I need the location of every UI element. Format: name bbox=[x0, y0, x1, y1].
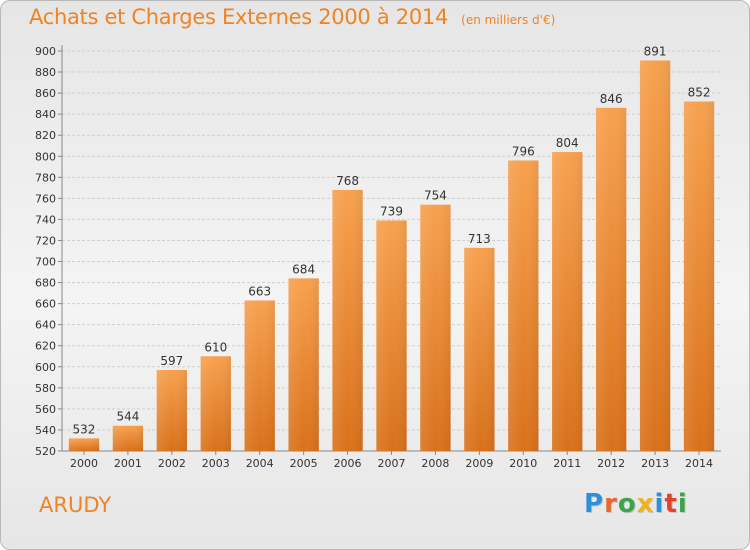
chart-title: Achats et Charges Externes 2000 à 2014 bbox=[29, 5, 449, 29]
y-tick-label: 700 bbox=[35, 256, 56, 269]
chart-subtitle: (en milliers d'€) bbox=[461, 13, 556, 27]
bar-shine bbox=[683, 101, 715, 452]
data-label: 768 bbox=[336, 174, 359, 188]
bar-shine bbox=[639, 60, 671, 451]
title-row: Achats et Charges Externes 2000 à 2014 (… bbox=[29, 5, 555, 29]
bar-shine bbox=[288, 278, 319, 451]
y-tick-label: 540 bbox=[35, 424, 56, 437]
y-tick-label: 600 bbox=[35, 361, 56, 374]
logo-letter: i bbox=[677, 489, 688, 519]
y-tick-label: 900 bbox=[35, 45, 56, 58]
proxiti-logo: Proxiti bbox=[584, 489, 688, 519]
bar-shine bbox=[420, 204, 451, 451]
y-tick-label: 720 bbox=[35, 234, 56, 247]
logo-letter: i bbox=[654, 489, 665, 519]
data-labels: 532 544 597 610 663 684 768 739 754 713 796 804 846 8… bbox=[73, 44, 711, 436]
x-tick-label: 2010 bbox=[509, 457, 537, 470]
y-tick-label: 660 bbox=[35, 298, 56, 311]
bar-shine bbox=[156, 369, 187, 451]
data-label: 713 bbox=[468, 232, 491, 246]
y-tick-label: 520 bbox=[35, 445, 56, 458]
data-label: 754 bbox=[424, 189, 447, 203]
logo-letter: P bbox=[584, 489, 605, 519]
logo-letter: x bbox=[636, 489, 655, 519]
x-tick-label: 2001 bbox=[114, 457, 142, 470]
bar-shine bbox=[200, 356, 231, 451]
x-tick-label: 2012 bbox=[597, 457, 625, 470]
bar-shine bbox=[376, 220, 407, 451]
data-label: 852 bbox=[688, 86, 711, 100]
y-tick-label: 840 bbox=[35, 108, 56, 121]
y-tick-label: 680 bbox=[35, 277, 56, 290]
y-tick-label: 740 bbox=[35, 213, 56, 226]
y-tick-label: 780 bbox=[35, 171, 56, 184]
x-tick-label: 2009 bbox=[465, 457, 493, 470]
logo-letter: r bbox=[604, 489, 618, 519]
x-tick-label: 2003 bbox=[202, 457, 230, 470]
bar-shine bbox=[596, 107, 627, 451]
y-tick-label: 860 bbox=[35, 87, 56, 100]
y-tick-label: 620 bbox=[35, 340, 56, 353]
x-tick-label: 2014 bbox=[685, 457, 713, 470]
logo-letter: t bbox=[664, 489, 678, 519]
data-label: 544 bbox=[116, 410, 139, 424]
y-tick-label: 880 bbox=[35, 66, 56, 79]
x-tick-label: 2007 bbox=[378, 457, 406, 470]
bar-shine bbox=[508, 160, 539, 451]
y-tick-label: 820 bbox=[35, 129, 56, 142]
bar-shine bbox=[552, 152, 583, 452]
y-tick-label: 580 bbox=[35, 382, 56, 395]
x-tick-label: 2013 bbox=[641, 457, 669, 470]
data-label: 891 bbox=[644, 44, 667, 58]
data-label: 610 bbox=[204, 340, 227, 354]
x-tick-label: 2000 bbox=[70, 457, 98, 470]
logo-letter: o bbox=[617, 489, 637, 519]
x-tick-label: 2006 bbox=[334, 457, 362, 470]
x-tick-label: 2011 bbox=[553, 457, 581, 470]
x-tick-label: 2002 bbox=[158, 457, 186, 470]
x-tick-label: 2005 bbox=[290, 457, 318, 470]
y-tick-label: 760 bbox=[35, 192, 56, 205]
data-label: 684 bbox=[292, 262, 315, 276]
bar-shine bbox=[464, 247, 495, 451]
data-label: 846 bbox=[600, 92, 623, 106]
y-tick-label: 560 bbox=[35, 403, 56, 416]
data-label: 796 bbox=[512, 144, 535, 158]
data-label: 597 bbox=[160, 354, 183, 368]
y-tick-label: 640 bbox=[35, 319, 56, 332]
axes: 520 540 560 580 600 620 640 660 680 700 720 740 760 7… bbox=[35, 45, 721, 470]
bar-shine bbox=[244, 300, 275, 451]
bars bbox=[68, 60, 715, 452]
data-label: 804 bbox=[556, 136, 579, 150]
x-tick-label: 2004 bbox=[246, 457, 274, 470]
bar-shine bbox=[68, 438, 100, 451]
bar-shine bbox=[332, 189, 363, 451]
data-label: 663 bbox=[248, 284, 271, 298]
bar-shine bbox=[112, 425, 144, 451]
data-label: 532 bbox=[73, 422, 96, 436]
commune-name: ARUDY bbox=[39, 493, 112, 517]
y-tick-label: 800 bbox=[35, 150, 56, 163]
data-label: 739 bbox=[380, 204, 403, 218]
x-tick-label: 2008 bbox=[421, 457, 449, 470]
